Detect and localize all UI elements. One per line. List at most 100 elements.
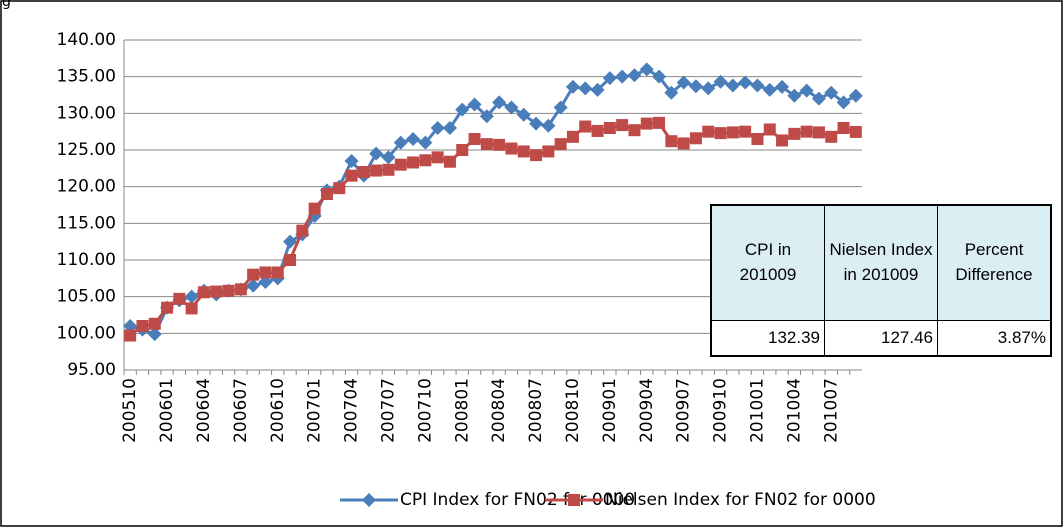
y-tick-label: 130.00 xyxy=(57,103,116,123)
data-point xyxy=(714,127,727,140)
x-tick-label: 200910 xyxy=(711,378,731,443)
data-point xyxy=(136,320,149,332)
data-point xyxy=(258,275,273,289)
data-point xyxy=(579,120,592,133)
data-point xyxy=(837,122,850,134)
data-point xyxy=(394,158,407,171)
chart-title: g xyxy=(2,0,11,10)
data-point xyxy=(763,123,776,136)
data-point xyxy=(762,82,777,97)
data-point xyxy=(504,100,519,115)
x-tick-label: 200904 xyxy=(637,378,657,443)
data-point xyxy=(234,283,247,296)
data-point xyxy=(775,79,790,94)
data-point xyxy=(493,138,506,151)
data-point xyxy=(578,81,593,96)
data-point xyxy=(799,83,814,98)
data-point xyxy=(147,327,162,342)
data-point xyxy=(603,122,616,134)
data-point xyxy=(566,130,579,143)
data-point xyxy=(246,278,261,293)
data-point xyxy=(800,125,813,138)
data-point xyxy=(664,85,679,100)
data-point xyxy=(480,138,493,151)
table-header: CPI in 201009 xyxy=(710,204,825,321)
data-point xyxy=(259,266,272,279)
data-point xyxy=(676,75,691,90)
legend-marker xyxy=(362,493,376,507)
data-point xyxy=(751,133,764,145)
data-point xyxy=(344,154,359,168)
data-point xyxy=(653,116,666,129)
data-point xyxy=(849,125,862,138)
x-tick-label: 200610 xyxy=(268,378,288,443)
data-point xyxy=(418,135,433,150)
data-point xyxy=(590,82,605,97)
data-point xyxy=(210,285,223,298)
data-point xyxy=(788,127,801,140)
data-point xyxy=(148,317,161,330)
y-tick-label: 105.00 xyxy=(57,287,116,307)
x-tick-label: 200604 xyxy=(194,378,214,443)
data-point xyxy=(308,202,321,215)
data-point xyxy=(689,132,702,145)
x-tick-label: 200807 xyxy=(526,378,546,443)
y-tick-label: 100.00 xyxy=(57,323,116,343)
x-tick-label: 200907 xyxy=(674,378,694,443)
data-point xyxy=(529,116,544,131)
data-point xyxy=(357,166,370,178)
data-point xyxy=(725,78,740,93)
data-point xyxy=(824,85,839,100)
data-point xyxy=(530,149,543,162)
x-tick-label: 200707 xyxy=(378,378,398,443)
data-point xyxy=(627,68,642,83)
data-point xyxy=(296,224,309,237)
summary-table: CPI in 201009 Nielsen Index in 201009 Pe… xyxy=(710,204,1052,357)
y-tick-label: 110.00 xyxy=(57,250,116,270)
data-point xyxy=(848,88,863,103)
data-point xyxy=(688,79,703,94)
data-point xyxy=(283,234,298,249)
data-point xyxy=(124,329,137,342)
data-point xyxy=(419,154,432,167)
data-point xyxy=(468,133,481,145)
data-point xyxy=(591,124,604,137)
x-tick-label: 200601 xyxy=(157,378,177,443)
data-point xyxy=(382,163,395,176)
data-point xyxy=(750,78,765,93)
data-point xyxy=(333,182,346,195)
data-point xyxy=(616,119,629,132)
data-point xyxy=(284,254,297,266)
data-point xyxy=(456,144,469,156)
x-tick-label: 200704 xyxy=(342,378,362,443)
data-point xyxy=(197,286,210,299)
data-point xyxy=(713,74,728,89)
x-tick-label: 200801 xyxy=(452,378,472,443)
table-cell: 127.46 xyxy=(824,320,938,357)
data-point xyxy=(407,156,420,169)
data-point xyxy=(554,138,567,151)
data-point xyxy=(738,75,753,90)
data-point xyxy=(381,150,396,165)
data-point xyxy=(640,117,653,130)
data-point xyxy=(541,118,556,133)
x-tick-label: 201007 xyxy=(821,378,841,443)
table-cell: 132.39 xyxy=(710,320,825,357)
data-point xyxy=(455,102,470,117)
data-point xyxy=(516,107,531,122)
data-point xyxy=(726,126,739,139)
data-point xyxy=(161,301,174,314)
table-header: Nielsen Index in 201009 xyxy=(824,204,938,321)
data-point xyxy=(776,134,789,147)
data-point xyxy=(247,268,260,281)
data-point xyxy=(430,121,445,135)
y-tick-label: 140.00 xyxy=(57,30,116,50)
data-point xyxy=(479,109,494,124)
data-point xyxy=(812,126,825,139)
y-tick-label: 125.00 xyxy=(57,140,116,160)
data-point xyxy=(628,124,641,137)
x-tick-label: 200804 xyxy=(489,378,509,443)
data-point xyxy=(173,292,186,305)
